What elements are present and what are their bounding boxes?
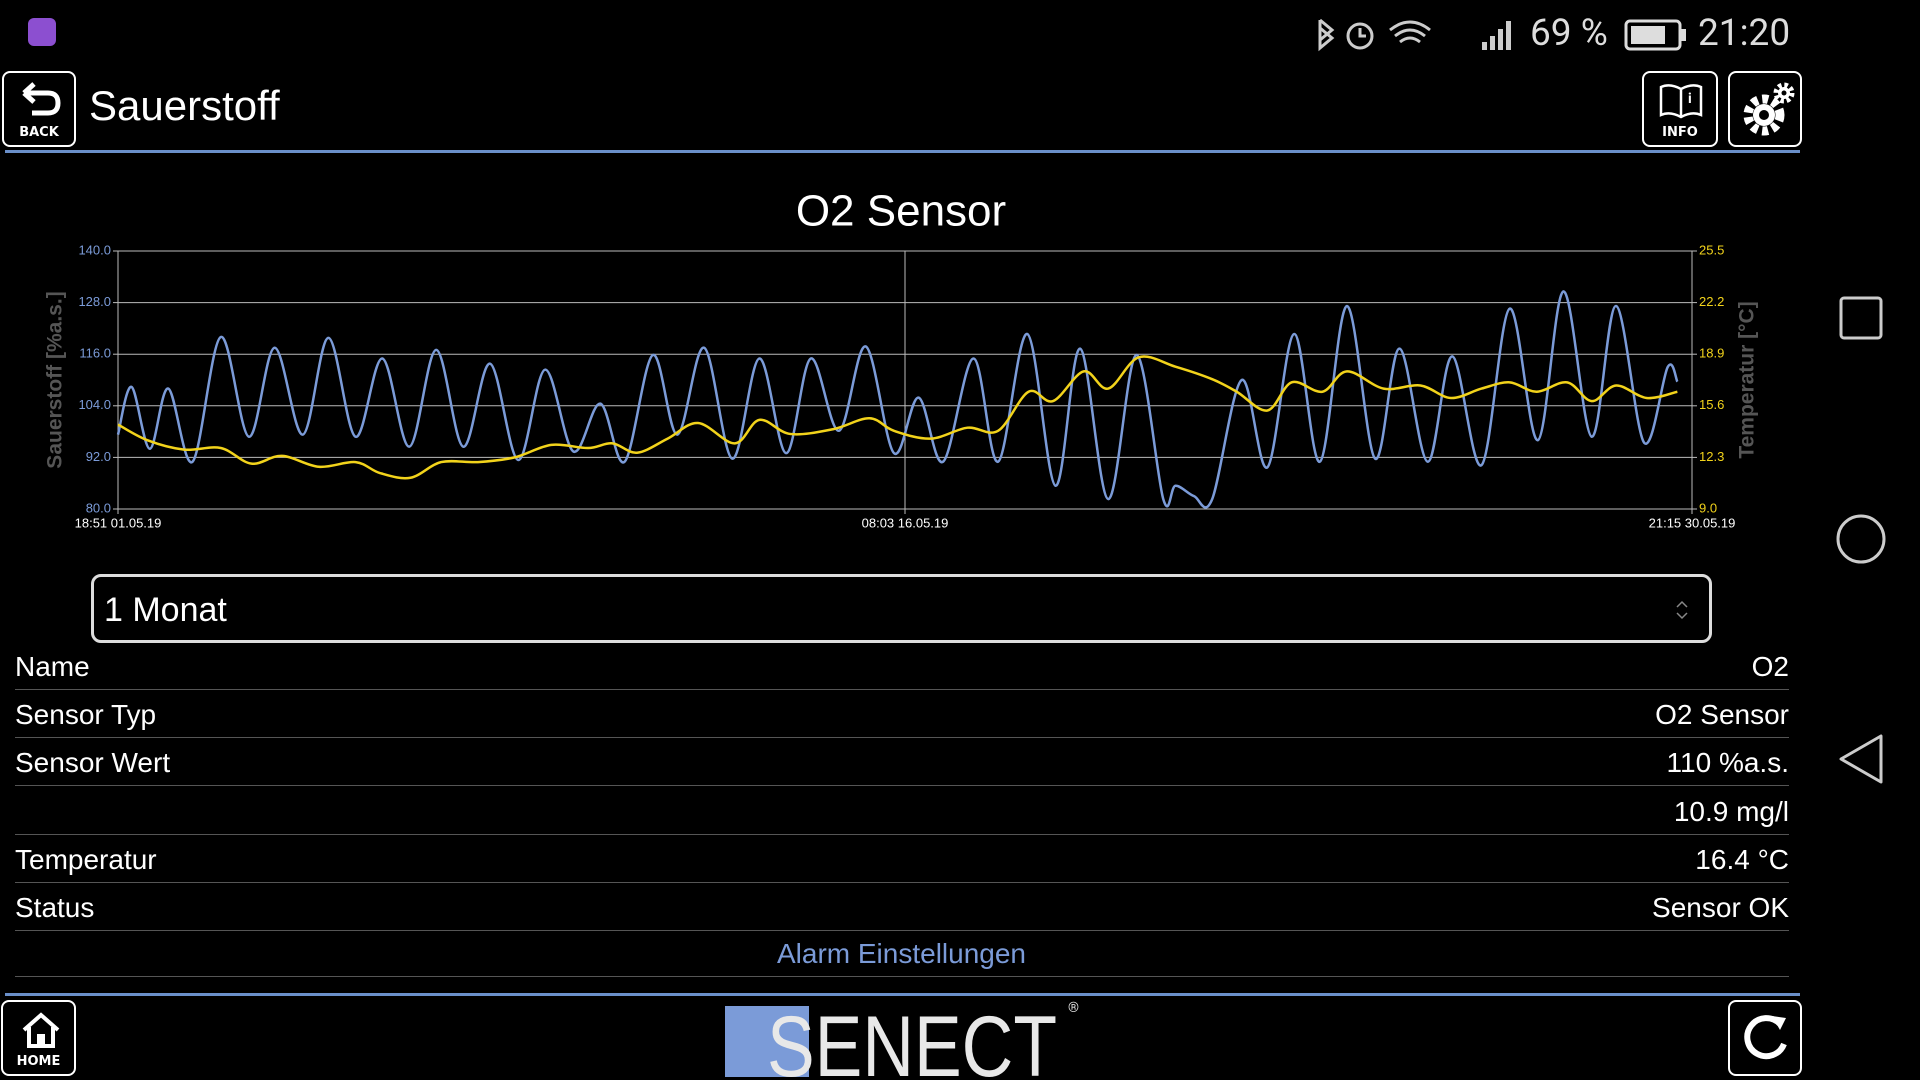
x-tick-label: 18:51 01.05.19 <box>75 515 162 530</box>
logo-text: SENECT <box>767 1000 1057 1080</box>
row-value: 110 %a.s. <box>1666 747 1789 779</box>
row-label: Name <box>15 651 90 682</box>
y-axis-title: Sauerstoff [%a.s.] <box>44 291 67 468</box>
row-label: Sensor Typ <box>15 699 157 731</box>
row-separator <box>15 785 1789 787</box>
x-tick-label: 21:15 30.05.19 <box>1649 515 1736 530</box>
row-separator <box>15 976 1789 977</box>
data-line <box>116 290 1679 509</box>
row-separator <box>15 833 1789 835</box>
battery-icon <box>1624 19 1686 51</box>
y2-tick-label: 15.6 <box>1699 397 1724 412</box>
recent-apps-button[interactable] <box>1839 296 1883 340</box>
data-line <box>117 355 1678 480</box>
y2-tick-label: 25.5 <box>1699 242 1724 257</box>
y-tick-label: 92.0 <box>86 449 111 464</box>
y-tick-label: 80.0 <box>86 500 111 515</box>
row-value: O2 Sensor <box>1655 699 1789 731</box>
home-label: HOME <box>16 1054 61 1069</box>
chart-title: O2 Sensor <box>796 187 1006 236</box>
row-separator <box>15 689 1789 690</box>
y2-tick-label: 9.0 <box>1699 500 1717 515</box>
app-notification-icon <box>28 18 56 46</box>
row-separator <box>15 881 1789 883</box>
settings-button[interactable] <box>1728 71 1802 147</box>
navigation-bar <box>1836 296 1886 784</box>
logo-registered: ® <box>1068 1000 1079 1016</box>
y2-axis-title: Temperatur [°C] <box>1736 301 1759 458</box>
row-separator <box>15 930 1789 931</box>
y-tick-label: 140.0 <box>78 242 111 257</box>
dropdown-value: 1 Monat <box>104 591 227 629</box>
row-value: 16.4 °C <box>1695 843 1789 875</box>
back-nav-button[interactable] <box>1839 734 1883 784</box>
row-value: Sensor OK <box>1652 892 1789 923</box>
logo: SENECT ® <box>767 1000 1079 1080</box>
logo-block <box>725 1006 809 1077</box>
footer-divider <box>5 993 1800 996</box>
page-title: Sauerstoff <box>89 82 280 129</box>
y2-tick-label: 22.2 <box>1699 294 1724 309</box>
alarm-settings-link[interactable]: Alarm Einstellungen <box>776 938 1027 969</box>
y2-tick-label: 12.3 <box>1699 449 1724 464</box>
clock: 21:20 <box>1698 12 1791 55</box>
refresh-button[interactable] <box>1728 1000 1802 1076</box>
home-nav-button[interactable] <box>1836 514 1886 564</box>
x-tick-label: 08:03 16.05.19 <box>862 515 949 530</box>
row-value: 10.9 mg/l <box>1673 795 1789 827</box>
info-button[interactable]: i INFO <box>1642 71 1718 147</box>
status-icons <box>1318 18 1511 52</box>
row-separator <box>15 737 1789 739</box>
back-button[interactable]: BACK <box>2 71 76 147</box>
home-button[interactable]: HOME <box>1 1000 76 1076</box>
y-tick-label: 104.0 <box>78 397 111 412</box>
period-dropdown[interactable]: 1 Monat <box>91 574 1712 643</box>
header-divider <box>5 150 1800 153</box>
y2-tick-label: 18.9 <box>1699 346 1724 361</box>
back-label: BACK <box>19 125 59 140</box>
row-label: Temperatur <box>15 843 157 875</box>
chart: O2 Sensor Sauerstoff [%a.s.] Temperatur … <box>44 187 1759 531</box>
y-tick-label: 116.0 <box>79 346 111 361</box>
info-label: INFO <box>1662 125 1698 140</box>
row-label: Status <box>15 892 95 923</box>
row-value: O2 <box>1751 651 1789 682</box>
row-label: Sensor Wert <box>15 747 171 779</box>
battery-percent: 69 % <box>1530 12 1608 55</box>
svg-text:i: i <box>1688 91 1692 107</box>
y-tick-label: 128.0 <box>78 294 111 309</box>
dropdown-arrow <box>1676 600 1688 620</box>
